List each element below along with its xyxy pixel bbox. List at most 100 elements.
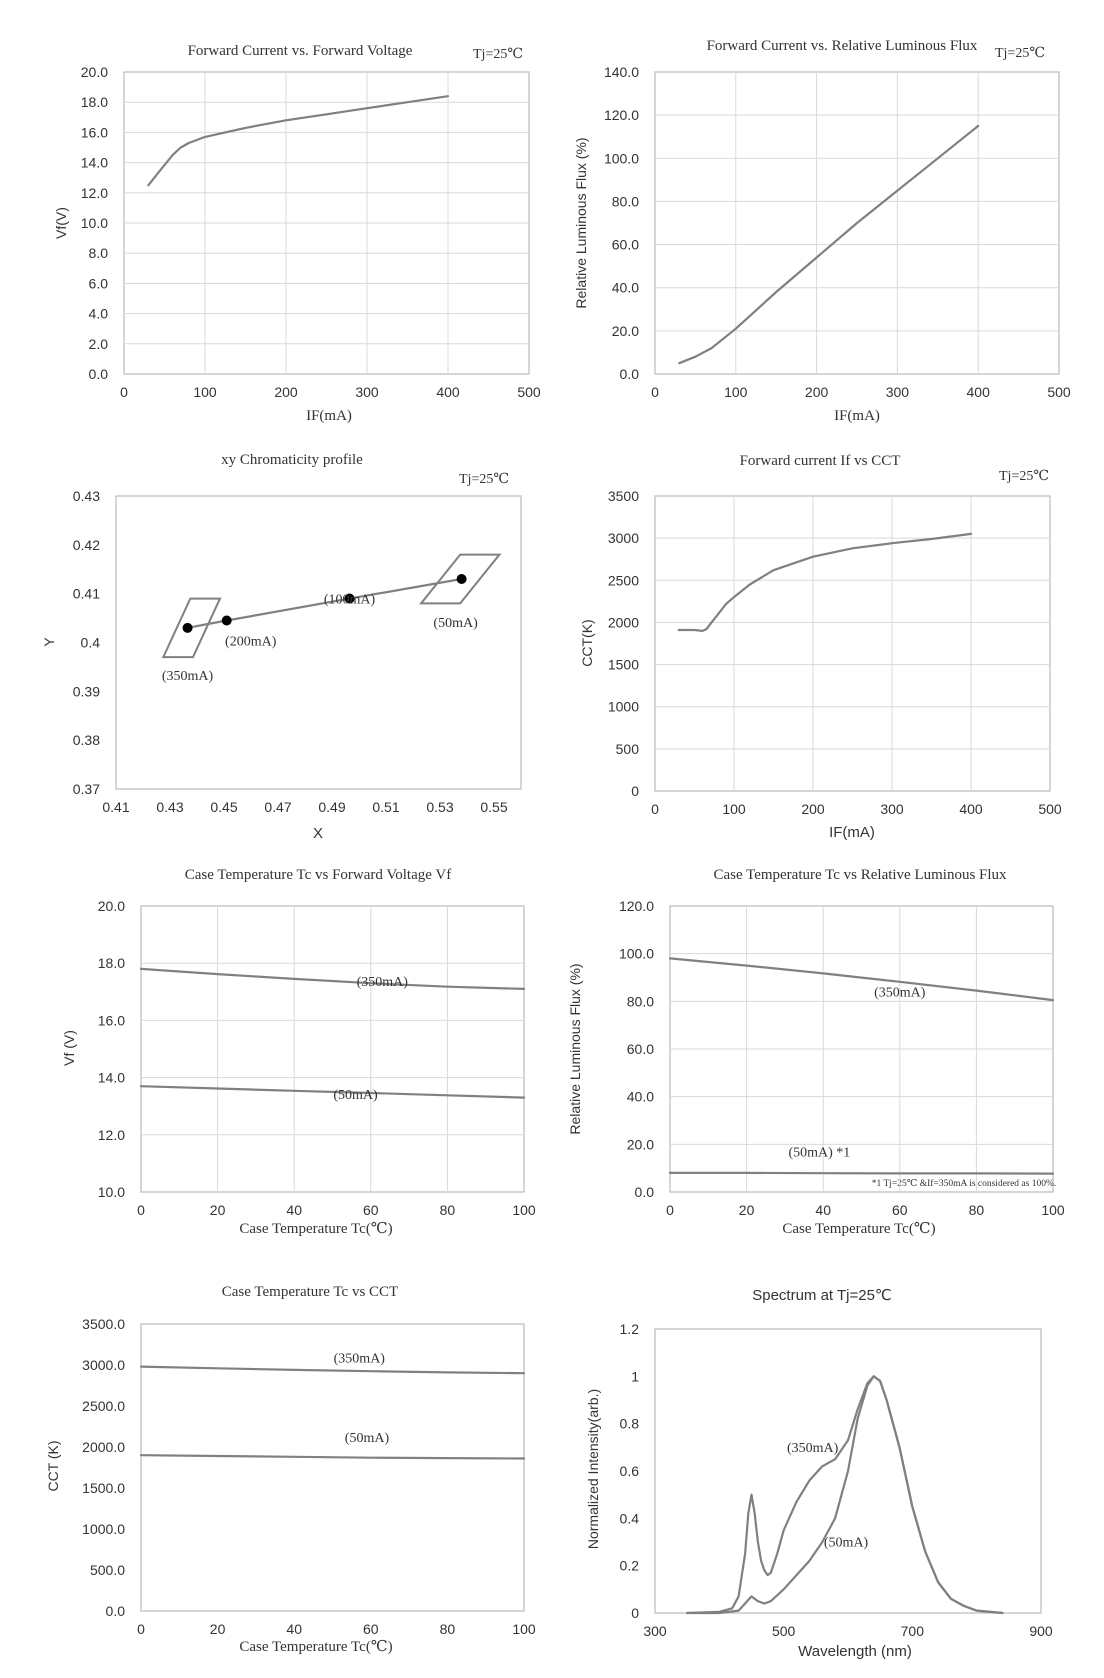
chart-7-y-tick-label: 2000.0 — [82, 1439, 125, 1455]
chart-1-group: Forward Current vs. Forward Voltage Tj=2… — [53, 43, 541, 424]
chart-7-x-tick-label: 20 — [210, 1621, 226, 1637]
chart-8-y-tick-label: 1 — [631, 1368, 639, 1384]
chart-5-series-label: (50mA) — [333, 1088, 378, 1103]
chart-2-y-tick-label: 100.0 — [604, 150, 639, 166]
chart-2-x-tick-label: 200 — [805, 384, 829, 400]
chart-5-title: Case Temperature Tc vs Forward Voltage V… — [185, 867, 451, 883]
chart-2-x-tick-label: 100 — [724, 384, 748, 400]
chart-5-plot-area — [141, 906, 524, 1192]
chart-1-x-tick-label: 0 — [120, 384, 128, 400]
chart-5-y-tick-label: 16.0 — [98, 1012, 125, 1028]
chart-2-y-tick-label: 20.0 — [612, 323, 639, 339]
chart-8-y-tick-label: 0.8 — [620, 1416, 640, 1432]
chart-8-y-tick-label: 0.2 — [620, 1558, 640, 1574]
chart-6-series-label: (350mA) — [874, 986, 926, 1001]
chart-3-x-tick-label: 0.55 — [480, 799, 507, 815]
chart-1-tj-annotation: Tj=25℃ — [473, 47, 523, 62]
chart-5-y-tick-label: 20.0 — [98, 898, 125, 914]
chromaticity-point-label: (350mA) — [162, 669, 214, 684]
chart-3-x-tick-label: 0.53 — [426, 799, 453, 815]
chart-6-y-tick-label: 120.0 — [619, 898, 654, 914]
chart-8-y-tick-label: 0 — [631, 1605, 639, 1621]
chart-1-y-tick-label: 12.0 — [81, 185, 108, 201]
chart-7-x-axis-label: Case Temperature Tc(℃) — [239, 1639, 392, 1655]
chart-6-x-tick-label: 60 — [892, 1202, 908, 1218]
chart-8-x-tick-label: 500 — [772, 1623, 796, 1639]
chart-8-y-axis-label: Normalized Intensity(arb.) — [585, 1389, 601, 1549]
chart-4-y-tick-label: 3500 — [608, 488, 639, 504]
chart-6-x-tick-label: 80 — [969, 1202, 985, 1218]
chart-5-y-tick-label: 10.0 — [98, 1184, 125, 1200]
chart-3-y-tick-label: 0.43 — [73, 488, 100, 504]
chromaticity-point — [457, 574, 467, 584]
chart-3-group: xy Chromaticity profile Tj=25℃ X Y 0.41 0… — [41, 452, 521, 842]
chart-6-x-axis-label: Case Temperature Tc(℃) — [782, 1221, 935, 1237]
chart-1-x-tick-label: 100 — [193, 384, 217, 400]
chart-4-plot-area — [655, 496, 1050, 791]
chart-2-y-tick-label: 0.0 — [620, 366, 640, 382]
chart-1-y-tick-label: 16.0 — [81, 124, 108, 140]
chart-4-x-axis-label: IF(mA) — [829, 824, 875, 841]
chart-1-x-axis-label: IF(mA) — [306, 408, 352, 424]
chart-3-x-tick-label: 0.45 — [210, 799, 237, 815]
chart-1-series-line-1 — [148, 96, 448, 185]
chart-4-x-tick-label: 500 — [1038, 801, 1062, 817]
chart-4-y-tick-label: 0 — [631, 783, 639, 799]
chart-4-y-tick-label: 2500 — [608, 572, 639, 588]
chart-5-y-tick-label: 18.0 — [98, 955, 125, 971]
chart-7-x-tick-label: 80 — [440, 1621, 456, 1637]
chart-8-y-tick-label: 1.2 — [620, 1321, 640, 1337]
chart-7-series-label: (50mA) — [345, 1431, 390, 1446]
chart-4-series-line-1 — [679, 534, 971, 631]
chart-6-y-tick-label: 60.0 — [627, 1041, 654, 1057]
chart-7-y-axis-label: CCT (K) — [45, 1440, 61, 1491]
chart-5-y-tick-label: 12.0 — [98, 1127, 125, 1143]
chart-3-y-tick-label: 0.39 — [73, 683, 100, 699]
chart-2-y-axis-label: Relative Luminous Flux (%) — [573, 137, 589, 308]
chart-8-series-label: (350mA) — [787, 1441, 839, 1456]
chart-6-x-tick-label: 20 — [739, 1202, 755, 1218]
chart-1-y-tick-label: 0.0 — [89, 366, 109, 382]
chart-7-x-tick-label: 0 — [137, 1621, 145, 1637]
chart-2-title: Forward Current vs. Relative Luminous Fl… — [707, 38, 978, 54]
chromaticity-point — [222, 616, 232, 626]
chart-8-x-axis-label: Wavelength (nm) — [798, 1643, 912, 1660]
chart-7-series-label: (350mA) — [334, 1352, 386, 1367]
chart-7-y-tick-label: 1500.0 — [82, 1480, 125, 1496]
chart-4-title: Forward current If vs CCT — [740, 453, 901, 469]
chart-5-x-tick-label: 100 — [512, 1202, 536, 1218]
chart-6-x-tick-label: 0 — [666, 1202, 674, 1218]
chart-4-x-tick-label: 200 — [801, 801, 825, 817]
chromaticity-point-label: (50mA) — [433, 616, 478, 631]
chart-3-x-tick-label: 0.43 — [156, 799, 183, 815]
chart-6-x-tick-label: 100 — [1041, 1202, 1065, 1218]
chart-2-y-tick-label: 80.0 — [612, 193, 639, 209]
chart-7-y-tick-label: 0.0 — [106, 1603, 126, 1619]
chart-3-tj-annotation: Tj=25℃ — [459, 472, 509, 487]
chart-5-y-axis-label: Vf (V) — [61, 1030, 77, 1066]
chart-7-series-line-2 — [141, 1455, 524, 1458]
chart-2-group: Forward Current vs. Relative Luminous Fl… — [573, 38, 1071, 424]
chart-8-series-line-1 — [687, 1376, 1002, 1613]
chart-7-title: Case Temperature Tc vs CCT — [222, 1284, 398, 1300]
chart-6-group: Case Temperature Tc vs Relative Luminous… — [567, 867, 1065, 1237]
chart-1-x-tick-label: 300 — [355, 384, 379, 400]
chart-3-x-tick-label: 0.51 — [372, 799, 399, 815]
chromaticity-point-label: (100mA) — [324, 593, 376, 608]
chart-6-series-line-2 — [670, 1173, 1053, 1174]
chromaticity-point-label: (200mA) — [225, 635, 277, 650]
chart-5-series-label: (350mA) — [357, 975, 409, 990]
chart-3-plot-area — [116, 496, 521, 789]
chart-8-y-tick-label: 0.4 — [620, 1510, 640, 1526]
chart-4-x-tick-label: 100 — [722, 801, 746, 817]
chart-7-x-tick-label: 100 — [512, 1621, 536, 1637]
chart-4-x-tick-label: 0 — [651, 801, 659, 817]
chart-4-group: Forward current If vs CCT Tj=25℃ IF(mA) … — [579, 453, 1062, 841]
chart-2-x-axis-label: IF(mA) — [834, 408, 880, 424]
chart-1-y-tick-label: 20.0 — [81, 64, 108, 80]
chart-1-title: Forward Current vs. Forward Voltage — [188, 43, 413, 59]
chart-8-y-tick-label: 0.6 — [620, 1463, 640, 1479]
chart-3-x-axis-label: X — [313, 825, 323, 842]
chart-2-x-tick-label: 300 — [886, 384, 910, 400]
